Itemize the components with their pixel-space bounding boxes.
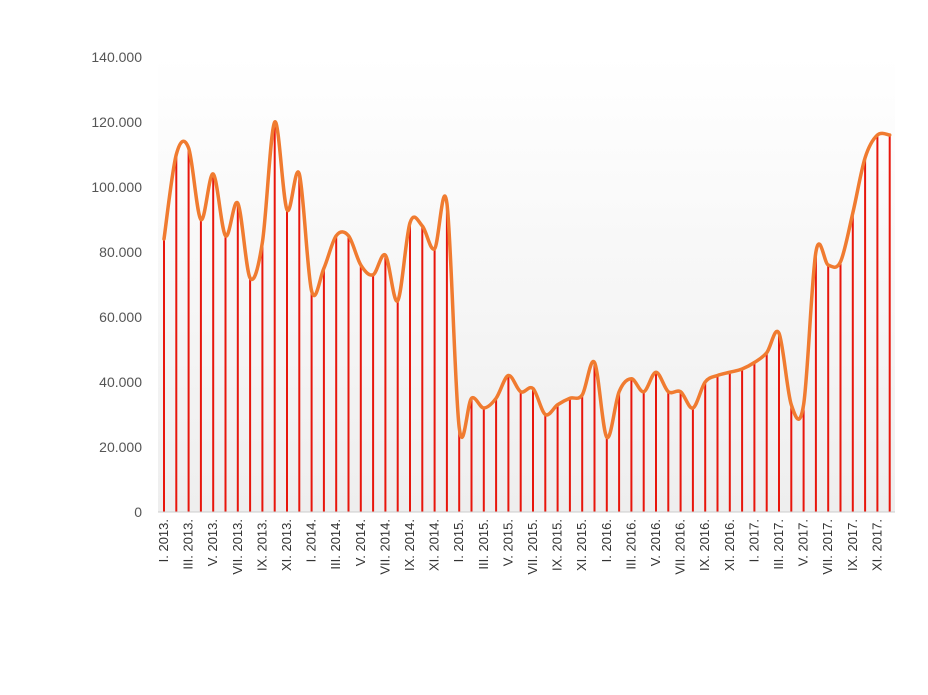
x-tick-label: III. 2015. bbox=[476, 519, 491, 570]
x-tick-label: XI. 2015. bbox=[574, 519, 589, 571]
x-tick-label: V. 2015. bbox=[500, 519, 515, 566]
y-tick-label: 0 bbox=[134, 504, 142, 520]
x-tick-label: VII. 2013. bbox=[230, 519, 245, 575]
x-tick-label: VII. 2016. bbox=[673, 519, 688, 575]
x-tick-label: V. 2017. bbox=[796, 519, 811, 566]
x-tick-label: VII. 2014. bbox=[377, 519, 392, 575]
x-tick-label: IX. 2013. bbox=[254, 519, 269, 571]
x-tick-label: III. 2014. bbox=[328, 519, 343, 570]
y-tick-label: 60.000 bbox=[99, 309, 142, 325]
x-tick-label: I. 2013. bbox=[156, 519, 171, 562]
y-tick-label: 20.000 bbox=[99, 439, 142, 455]
x-axis: I. 2013. III. 2013. V. 2013. VII. 2013. IX. … bbox=[156, 519, 884, 575]
x-tick-label: I. 2015. bbox=[451, 519, 466, 562]
x-tick-label: III. 2017. bbox=[771, 519, 786, 570]
x-tick-label: IX. 2016. bbox=[697, 519, 712, 571]
x-tick-label: IX. 2017. bbox=[845, 519, 860, 571]
x-tick-label: I. 2014. bbox=[304, 519, 319, 562]
y-tick-label: 140.000 bbox=[91, 49, 142, 65]
x-tick-label: V. 2013. bbox=[205, 519, 220, 566]
x-tick-label: V. 2014. bbox=[353, 519, 368, 566]
x-tick-label: VII. 2017. bbox=[820, 519, 835, 575]
x-tick-label: III. 2016. bbox=[623, 519, 638, 570]
x-tick-label: III. 2013. bbox=[181, 519, 196, 570]
x-tick-label: I. 2016. bbox=[599, 519, 614, 562]
x-tick-label: XI. 2014. bbox=[427, 519, 442, 571]
series-line bbox=[162, 120, 892, 440]
plot-area bbox=[158, 55, 895, 512]
x-tick-label: XI. 2016. bbox=[722, 519, 737, 571]
x-tick-label: XI. 2013. bbox=[279, 519, 294, 571]
y-tick-label: 100.000 bbox=[91, 179, 142, 195]
x-tick-label: IX. 2015. bbox=[550, 519, 565, 571]
y-tick-label: 80.000 bbox=[99, 244, 142, 260]
data-stems bbox=[163, 122, 891, 512]
x-tick-label: XI. 2017. bbox=[869, 519, 884, 571]
y-tick-label: 120.000 bbox=[91, 114, 142, 130]
x-tick-label: IX. 2014. bbox=[402, 519, 417, 571]
x-tick-label: I. 2017. bbox=[746, 519, 761, 562]
y-tick-label: 40.000 bbox=[99, 374, 142, 390]
y-axis: 0 20.000 40.000 60.000 80.000 100.000 120.000 1… bbox=[91, 49, 142, 520]
x-tick-label: VII. 2015. bbox=[525, 519, 540, 575]
x-tick-label: V. 2016. bbox=[648, 519, 663, 566]
